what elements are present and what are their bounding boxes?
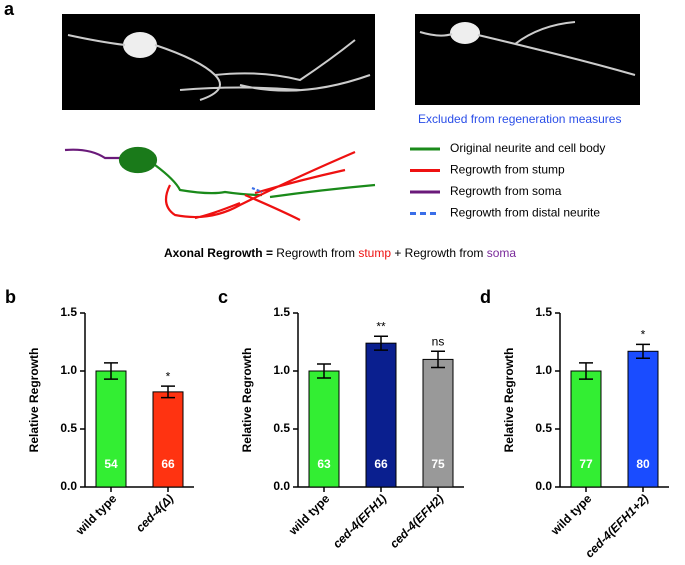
legend-label: Regrowth from distal neurite xyxy=(450,206,600,220)
significance: * xyxy=(641,327,646,341)
equation-part: stump xyxy=(358,246,391,260)
bar xyxy=(308,370,340,488)
count-label: 75 xyxy=(431,457,445,471)
equation-part: + Regrowth from xyxy=(391,246,487,260)
significance: * xyxy=(166,369,171,383)
y-tick-label: 1.5 xyxy=(60,305,77,319)
error-bar xyxy=(579,362,593,380)
micrograph xyxy=(415,14,640,105)
y-tick-label: 1.5 xyxy=(535,305,552,319)
x-tick-label: wild type xyxy=(72,491,119,538)
panel-label: d xyxy=(480,287,491,307)
count-label: 66 xyxy=(161,457,175,471)
x-tick-label: ced-4(EFH1) xyxy=(330,491,389,550)
x-tick-label: ced-4(Δ) xyxy=(133,491,176,534)
error-bar xyxy=(317,363,331,379)
y-axis-title: Relative Regrowth xyxy=(502,348,516,453)
equation: Axonal Regrowth = Regrowth from stump + … xyxy=(164,246,516,260)
y-tick-label: 0.5 xyxy=(535,421,552,435)
panel-label: b xyxy=(5,287,16,307)
bar xyxy=(627,350,659,488)
x-tick-label: ced-4(EFH2) xyxy=(387,491,446,550)
x-tick-label: wild type xyxy=(285,491,332,538)
y-tick-label: 1.0 xyxy=(535,363,552,377)
bar xyxy=(422,358,454,488)
count-label: 77 xyxy=(579,457,593,471)
equation-part: Regrowth from xyxy=(273,246,358,260)
panel-label: a xyxy=(4,0,15,19)
significance: ** xyxy=(376,319,386,333)
legend-label: Regrowth from soma xyxy=(450,184,562,198)
error-bar xyxy=(104,362,118,380)
y-tick-label: 0.5 xyxy=(60,421,77,435)
y-tick-label: 0.0 xyxy=(60,479,77,493)
error-bar xyxy=(636,343,650,359)
micrograph xyxy=(62,14,375,110)
count-label: 66 xyxy=(374,457,388,471)
count-label: 54 xyxy=(104,457,118,471)
y-tick-label: 0.5 xyxy=(273,421,290,435)
bar xyxy=(152,391,184,488)
equation-part: soma xyxy=(487,246,517,260)
panel-label: c xyxy=(218,287,228,307)
error-bar xyxy=(161,385,175,399)
count-label: 63 xyxy=(317,457,331,471)
equation-part: Axonal Regrowth = xyxy=(164,246,273,260)
y-tick-label: 0.0 xyxy=(535,479,552,493)
y-tick-label: 1.0 xyxy=(273,363,290,377)
y-axis-title: Relative Regrowth xyxy=(240,348,254,453)
legend-label: Regrowth from stump xyxy=(450,163,565,177)
error-bar xyxy=(431,350,445,369)
y-tick-label: 1.0 xyxy=(60,363,77,377)
error-bar xyxy=(374,335,388,351)
x-tick-label: wild type xyxy=(547,491,594,538)
tracing xyxy=(64,146,376,221)
caption: Excluded from regeneration measures xyxy=(418,112,621,126)
y-tick-label: 1.5 xyxy=(273,305,290,319)
y-axis-title: Relative Regrowth xyxy=(27,348,41,453)
significance: ns xyxy=(432,334,445,348)
y-tick-label: 0.0 xyxy=(273,479,290,493)
count-label: 80 xyxy=(636,457,650,471)
legend-label: Original neurite and cell body xyxy=(450,141,605,155)
